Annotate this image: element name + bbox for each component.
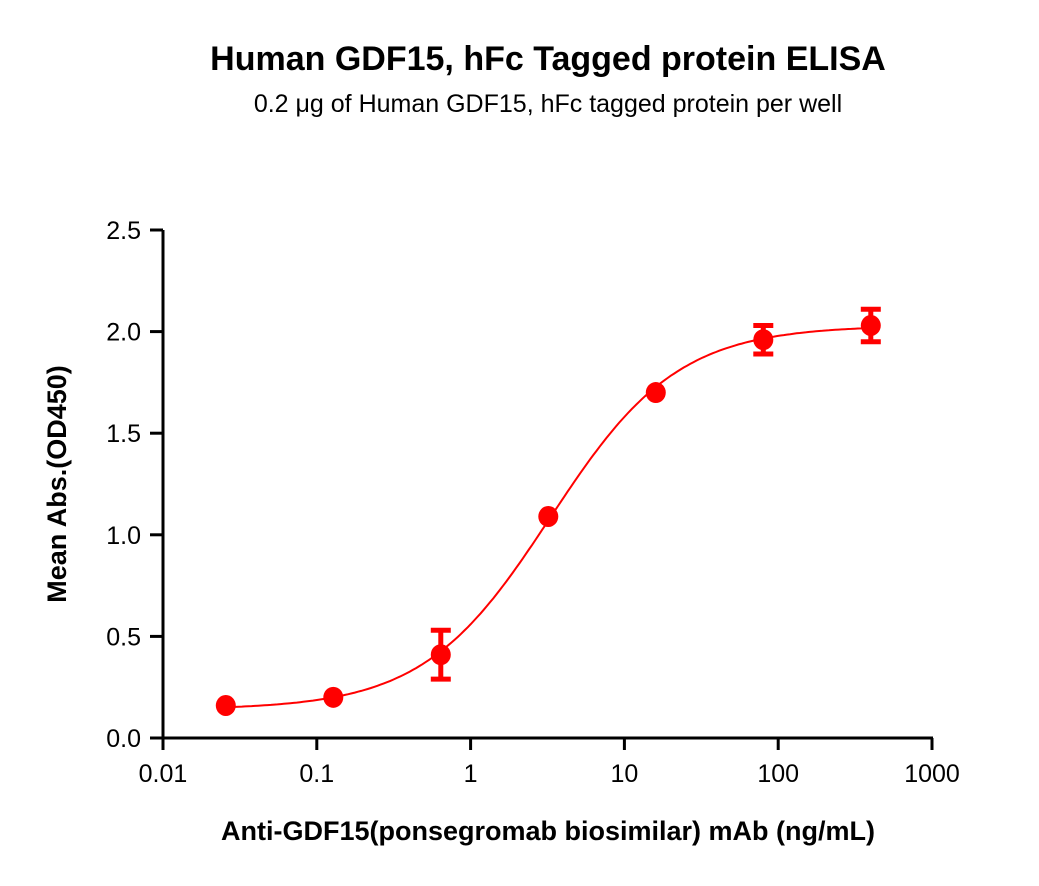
y-tick-label: 2.5	[106, 217, 141, 245]
data-point	[860, 315, 881, 337]
data-point	[538, 506, 559, 528]
y-tick-label: 1.5	[106, 420, 141, 448]
y-axis-label: Mean Abs.(OD450)	[42, 365, 72, 603]
data-point	[323, 686, 344, 708]
chart-title: Human GDF15, hFc Tagged protein ELISA	[210, 40, 886, 78]
x-tick-label: 0.01	[139, 760, 188, 788]
x-tick-label: 10	[610, 760, 638, 788]
data-point	[215, 694, 236, 716]
data-point	[753, 329, 774, 351]
y-tick-label: 1.0	[106, 522, 141, 550]
x-tick-label: 1	[464, 760, 478, 788]
x-tick-label: 100	[757, 760, 799, 788]
x-tick-label: 0.1	[299, 760, 334, 788]
chart-subtitle: 0.2 μg of Human GDF15, hFc tagged protei…	[253, 90, 843, 118]
data-point	[645, 382, 666, 404]
x-axis-label: Anti-GDF15(ponsegromab biosimilar) mAb (…	[221, 816, 875, 846]
x-tick-label: 1000	[904, 760, 960, 788]
data-point	[430, 644, 451, 666]
y-tick-label: 0.5	[106, 623, 141, 651]
y-tick-label: 2.0	[106, 319, 141, 347]
y-tick-label: 0.0	[106, 725, 141, 753]
